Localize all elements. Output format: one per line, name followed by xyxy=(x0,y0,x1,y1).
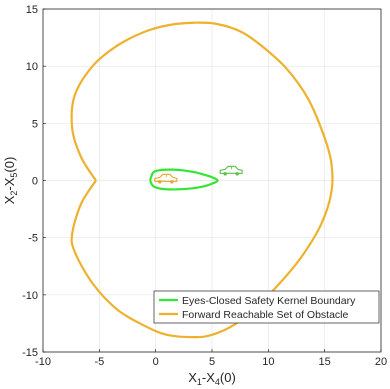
car-wheel xyxy=(235,172,239,176)
reachable-set-line xyxy=(70,21,334,339)
x-label-part: (0) xyxy=(220,370,236,385)
x-tick-label: 20 xyxy=(375,356,387,368)
legend-label-reachable: Forward Reachable Set of Obstacle xyxy=(182,309,348,321)
legend-box xyxy=(153,290,380,324)
kernel-boundary-line xyxy=(148,168,219,191)
x-tick-label: 15 xyxy=(319,356,331,368)
y-tick-label: 15 xyxy=(26,4,38,16)
y-tick-label: 5 xyxy=(32,118,38,130)
car-wheel xyxy=(223,172,227,176)
car-icons xyxy=(154,165,243,184)
x-tick-label: 10 xyxy=(262,356,274,368)
car-wheel xyxy=(158,180,162,184)
x-label-sub: 1 xyxy=(197,377,202,387)
y-tick-label: -5 xyxy=(28,233,38,245)
car-wheel xyxy=(170,180,174,184)
legend: Eyes-Closed Safety Kernel Boundary Forwa… xyxy=(153,290,380,324)
legend-label-kernel: Eyes-Closed Safety Kernel Boundary xyxy=(182,295,356,307)
x-axis-label: X1-X4(0) xyxy=(188,370,236,387)
y-tick-label: 0 xyxy=(32,176,38,188)
car-body xyxy=(219,165,243,174)
y-tick-label: -15 xyxy=(22,347,38,359)
plot-series xyxy=(70,21,334,339)
y-label-sub: 2 xyxy=(9,191,19,196)
y-tick-label: 10 xyxy=(26,61,38,73)
ego-car-icon xyxy=(154,173,178,184)
car-body xyxy=(154,173,178,182)
obstacle-car-icon xyxy=(219,165,243,176)
y-label-part: (0) xyxy=(2,157,17,173)
y-label-part: -X xyxy=(2,177,17,190)
y-label-part: X xyxy=(2,195,17,204)
x-label-part: -X xyxy=(202,370,215,385)
y-axis-label: X2-X5(0) xyxy=(2,157,19,205)
x-tick-label: 5 xyxy=(209,356,215,368)
x-label-part: X xyxy=(188,370,197,385)
x-tick-label: -5 xyxy=(94,356,104,368)
y-label-sub: 5 xyxy=(9,173,19,178)
x-label-sub: 4 xyxy=(215,377,220,387)
x-tick-label: -10 xyxy=(35,356,51,368)
x-tick-label: 0 xyxy=(153,356,159,368)
y-tick-label: -10 xyxy=(22,290,38,302)
